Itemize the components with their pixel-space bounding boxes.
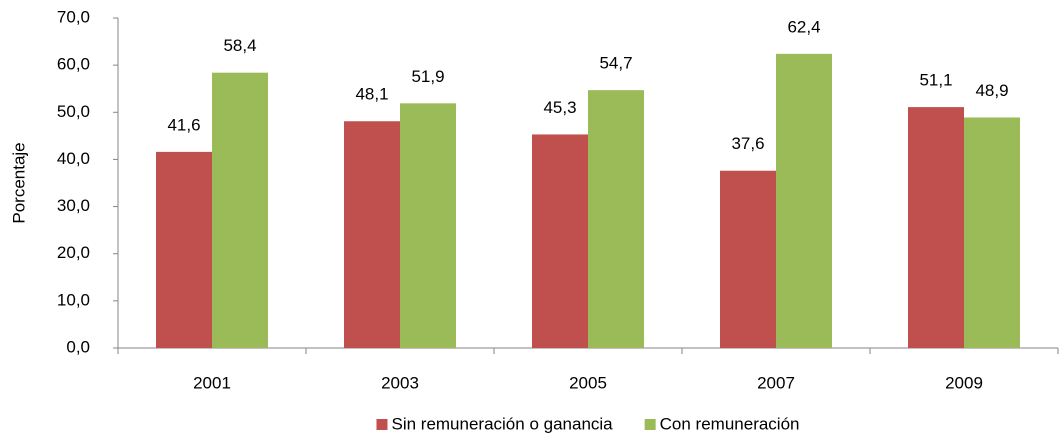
data-label: 45,3 (543, 98, 576, 117)
legend-swatch (376, 419, 388, 430)
y-tick-label: 20,0 (57, 243, 90, 262)
bar (212, 72, 268, 348)
data-label: 51,9 (411, 67, 444, 86)
y-tick-label: 70,0 (57, 7, 90, 26)
data-label: 48,9 (975, 81, 1008, 100)
data-label: 37,6 (731, 134, 764, 153)
legend-label: Sin remuneración o ganancia (391, 414, 613, 433)
data-label: 58,4 (223, 36, 256, 55)
bar (588, 90, 644, 348)
x-tick-label: 2003 (381, 373, 419, 392)
bar (400, 103, 456, 348)
bar (720, 170, 776, 348)
bar (532, 134, 588, 348)
y-tick-label: 50,0 (57, 102, 90, 121)
data-label: 62,4 (787, 17, 820, 36)
data-label: 41,6 (167, 115, 200, 134)
y-tick-label: 40,0 (57, 149, 90, 168)
x-tick-label: 2005 (569, 373, 607, 392)
data-label: 54,7 (599, 54, 632, 73)
data-label: 51,1 (919, 71, 952, 90)
y-tick-label: 0,0 (66, 337, 90, 356)
legend-swatch (644, 419, 656, 430)
bar (908, 107, 964, 348)
y-tick-label: 10,0 (57, 290, 90, 309)
y-tick-label: 60,0 (57, 55, 90, 74)
y-tick-label: 30,0 (57, 196, 90, 215)
bar (964, 117, 1020, 348)
bar (344, 121, 400, 348)
bar (776, 53, 832, 348)
bar (156, 151, 212, 348)
y-axis-label: Porcentaje (9, 142, 28, 223)
x-tick-label: 2007 (757, 373, 795, 392)
data-label: 48,1 (355, 85, 388, 104)
legend-label: Con remuneración (660, 414, 800, 433)
x-tick-label: 2001 (193, 373, 231, 392)
x-tick-label: 2009 (945, 373, 983, 392)
